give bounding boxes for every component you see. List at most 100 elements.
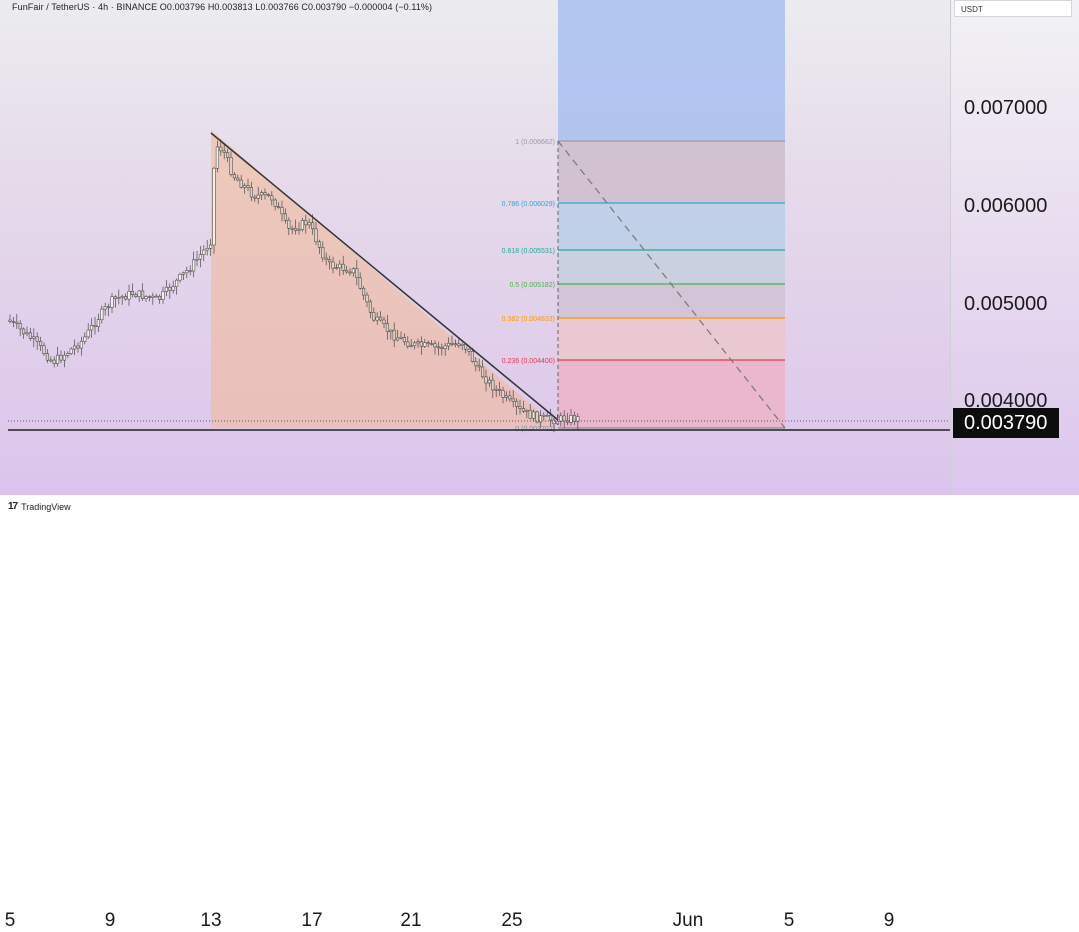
- candle-body: [249, 187, 253, 198]
- candle-body: [147, 296, 151, 298]
- price-scale-label: 0.005000: [964, 293, 1048, 315]
- candle-body: [76, 345, 80, 349]
- candle-body: [45, 353, 49, 361]
- candle-body: [501, 390, 505, 398]
- candle-body: [287, 219, 291, 229]
- candle-body: [389, 329, 393, 333]
- candle-body: [331, 261, 335, 269]
- candle-body: [314, 228, 318, 243]
- fib-band: [558, 250, 785, 284]
- candle-body: [549, 415, 553, 421]
- candle-body: [134, 294, 138, 298]
- candle-body: [90, 325, 94, 331]
- candle-body: [447, 343, 451, 347]
- candle-body: [552, 419, 556, 425]
- candle-body: [334, 267, 338, 269]
- candle-body: [433, 343, 437, 348]
- tradingview-logo[interactable]: 17 TradingView: [8, 501, 71, 512]
- candle-body: [307, 222, 311, 226]
- candle-body: [124, 296, 128, 300]
- candle-body: [525, 409, 529, 412]
- time-scale-label: 25: [501, 910, 523, 931]
- fib-band: [558, 203, 785, 250]
- candle-body: [521, 408, 525, 412]
- time-scale-label: 13: [200, 910, 222, 931]
- candle-body: [256, 194, 260, 199]
- descending-triangle-fill: [211, 130, 558, 428]
- candle-body: [341, 263, 345, 271]
- time-scale[interactable]: 5 9 13 17 21 25 Jun 5 9: [0, 450, 950, 931]
- candle-body: [246, 185, 250, 188]
- candle-body: [263, 192, 267, 195]
- candle-body: [110, 296, 114, 308]
- candle-body: [266, 194, 270, 197]
- time-scale-label: 9: [104, 910, 116, 931]
- candle-body: [385, 323, 389, 333]
- candle-body: [419, 341, 423, 347]
- candle-body: [273, 199, 277, 207]
- candle-body: [498, 388, 502, 391]
- candle-body: [294, 227, 298, 231]
- candle-body: [120, 296, 124, 298]
- candle-body: [188, 270, 192, 272]
- candle-body: [535, 411, 539, 423]
- candle-body: [515, 400, 519, 407]
- candle-body: [236, 177, 240, 181]
- candle-body: [443, 345, 447, 349]
- symbol-info: FunFair / TetherUS · 4h · BINANCE O0.003…: [12, 2, 433, 12]
- candle-body: [49, 359, 53, 362]
- candle-body: [35, 336, 39, 342]
- candle-body: [426, 342, 430, 344]
- time-scale-label: Jun: [672, 910, 704, 931]
- candle-body: [144, 296, 148, 299]
- candle-body: [416, 341, 420, 344]
- candle-body: [253, 196, 257, 199]
- fib-retracement-bands[interactable]: 1 (0.006662) 0.786 (0.006029) 0.618 (0.005…: [502, 139, 785, 433]
- candle-body: [528, 409, 532, 419]
- candle-body: [317, 241, 321, 248]
- candle-body: [22, 328, 26, 335]
- candle-body: [311, 222, 315, 230]
- candle-body: [73, 345, 77, 350]
- candle-body: [164, 286, 168, 292]
- candle-body: [569, 415, 573, 423]
- candle-body: [283, 213, 287, 221]
- candle-body: [470, 351, 474, 362]
- candle-body: [59, 354, 63, 361]
- time-scale-label: 17: [301, 910, 323, 931]
- candle-body: [491, 379, 495, 391]
- candle-body: [402, 337, 406, 343]
- candle-body: [351, 268, 355, 274]
- price-plot[interactable]: 1 (0.006662) 0.786 (0.006029) 0.618 (0.005…: [8, 0, 950, 495]
- currency-unit-selector[interactable]: USDT: [954, 0, 1072, 17]
- candle-body: [504, 395, 508, 398]
- candle-body: [477, 365, 481, 368]
- candle-body: [113, 296, 117, 299]
- candle-body: [107, 306, 111, 309]
- candle-body: [494, 388, 498, 391]
- candle-body: [229, 157, 233, 175]
- candle-body: [93, 325, 97, 327]
- candle-body: [413, 342, 417, 346]
- candle-body: [576, 416, 580, 422]
- candle-body: [399, 337, 403, 339]
- candle-body: [304, 220, 308, 226]
- candle-body: [69, 348, 73, 354]
- candle-body: [538, 415, 542, 423]
- fib-extension-zone: [558, 0, 785, 141]
- candle-body: [28, 332, 32, 339]
- candle-body: [355, 268, 359, 278]
- fib-level-label: 0.618 (0.005531): [502, 248, 555, 255]
- candle-body: [545, 414, 549, 417]
- candle-body: [270, 195, 274, 201]
- price-scale-label: 0.007000: [964, 97, 1048, 119]
- fib-band: [558, 141, 785, 203]
- candle-body: [379, 316, 383, 321]
- candle-body: [42, 345, 46, 354]
- candle-body: [195, 258, 199, 261]
- candle-body: [518, 406, 522, 409]
- candle-body: [96, 319, 100, 327]
- candle-body: [368, 301, 372, 313]
- candle-body: [243, 185, 247, 188]
